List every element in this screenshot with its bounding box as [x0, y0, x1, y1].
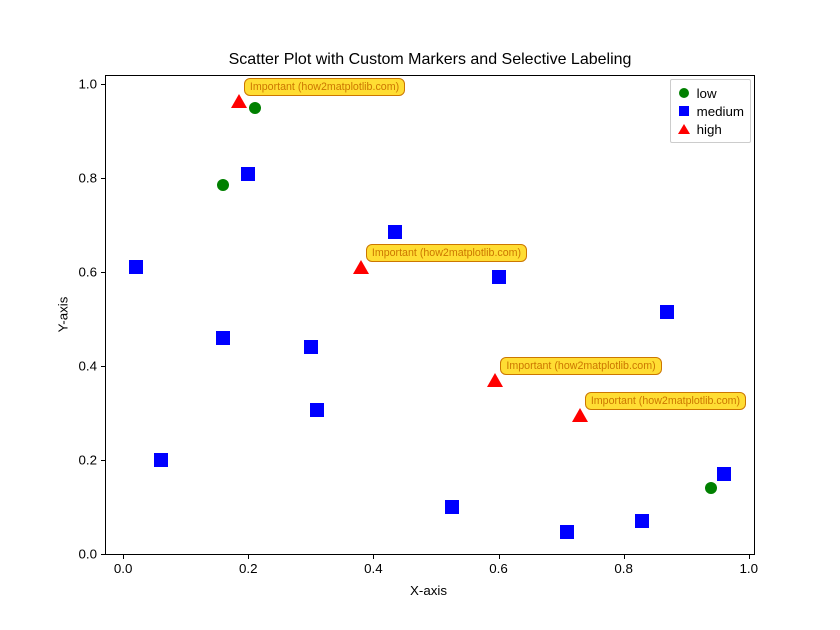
square-marker-icon — [304, 340, 318, 354]
circle-marker-icon — [705, 482, 717, 494]
circle-marker-icon — [249, 102, 261, 114]
legend-label: medium — [697, 104, 744, 119]
square-marker-icon — [717, 467, 731, 481]
x-axis-label: X-axis — [410, 583, 447, 598]
annotation-label: Important (how2matplotlib.com) — [366, 244, 527, 262]
y-tick-label: 0.8 — [78, 171, 97, 186]
y-axis-label: Y-axis — [55, 297, 70, 333]
x-tick — [749, 555, 750, 559]
square-marker-icon — [635, 514, 649, 528]
x-tick — [123, 555, 124, 559]
square-marker-icon — [679, 106, 689, 116]
y-tick — [101, 84, 105, 85]
triangle-marker-icon — [231, 94, 247, 108]
x-tick — [499, 555, 500, 559]
y-tick-label: 0.2 — [78, 452, 97, 467]
legend-label: high — [697, 122, 722, 137]
square-marker-icon — [445, 500, 459, 514]
square-marker-icon — [388, 225, 402, 239]
plot-area — [105, 75, 755, 555]
square-marker-icon — [216, 331, 230, 345]
legend: low medium high — [670, 79, 751, 143]
triangle-marker-icon — [487, 373, 503, 387]
legend-item: high — [677, 120, 744, 138]
triangle-marker-icon — [353, 260, 369, 274]
legend-marker-icon — [677, 106, 691, 116]
square-marker-icon — [129, 260, 143, 274]
legend-item: medium — [677, 102, 744, 120]
y-tick-label: 0.6 — [78, 265, 97, 280]
annotation-label: Important (how2matplotlib.com) — [244, 78, 405, 96]
y-tick-label: 1.0 — [78, 77, 97, 92]
square-marker-icon — [660, 305, 674, 319]
annotation-label: Important (how2matplotlib.com) — [500, 357, 661, 375]
legend-marker-icon — [677, 124, 691, 134]
triangle-marker-icon — [572, 408, 588, 422]
figure: Scatter Plot with Custom Markers and Sel… — [0, 0, 840, 630]
y-tick — [101, 272, 105, 273]
y-tick — [101, 554, 105, 555]
y-tick — [101, 366, 105, 367]
y-tick — [101, 460, 105, 461]
square-marker-icon — [492, 270, 506, 284]
x-tick — [373, 555, 374, 559]
circle-marker-icon — [217, 179, 229, 191]
chart-title: Scatter Plot with Custom Markers and Sel… — [105, 51, 755, 69]
legend-label: low — [697, 86, 717, 101]
y-tick-label: 0.0 — [78, 546, 97, 561]
square-marker-icon — [310, 403, 324, 417]
x-tick-label: 1.0 — [739, 561, 758, 576]
x-tick — [248, 555, 249, 559]
y-tick-label: 0.4 — [78, 358, 97, 373]
square-marker-icon — [241, 167, 255, 181]
x-tick-label: 0.8 — [614, 561, 633, 576]
x-tick-label: 0.4 — [364, 561, 383, 576]
legend-marker-icon — [677, 88, 691, 98]
annotation-label: Important (how2matplotlib.com) — [585, 392, 746, 410]
square-marker-icon — [154, 453, 168, 467]
square-marker-icon — [560, 525, 574, 539]
x-tick-label: 0.2 — [239, 561, 258, 576]
triangle-marker-icon — [678, 124, 690, 134]
circle-marker-icon — [679, 88, 689, 98]
x-tick-label: 0.6 — [489, 561, 508, 576]
y-tick — [101, 178, 105, 179]
legend-item: low — [677, 84, 744, 102]
x-tick-label: 0.0 — [114, 561, 133, 576]
x-tick — [624, 555, 625, 559]
